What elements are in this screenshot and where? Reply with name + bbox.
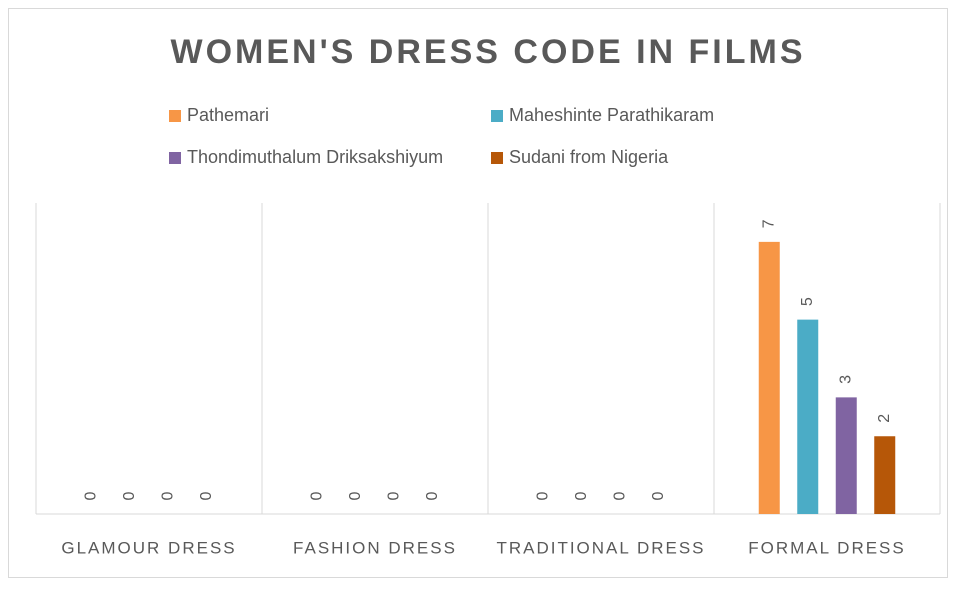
legend-label: Thondimuthalum Driksakshiyum xyxy=(187,147,443,167)
legend-label: Maheshinte Parathikaram xyxy=(509,105,714,125)
legend-label: Pathemari xyxy=(187,105,269,125)
bar xyxy=(874,436,896,514)
legend-swatch xyxy=(491,152,503,164)
data-label: 2 xyxy=(876,414,893,423)
chart-title: WOMEN'S DRESS CODE IN FILMS xyxy=(171,33,806,71)
bar xyxy=(835,397,857,514)
legend-label: Sudani from Nigeria xyxy=(509,147,669,167)
bar xyxy=(797,319,819,514)
data-label: 0 xyxy=(308,491,325,500)
x-tick-label: TRADITIONAL DRESS xyxy=(496,538,705,557)
data-label: 7 xyxy=(760,219,777,228)
data-label: 0 xyxy=(611,491,628,500)
data-label: 3 xyxy=(837,375,854,384)
data-label: 0 xyxy=(159,491,176,500)
data-label: 5 xyxy=(799,297,816,306)
data-label: 0 xyxy=(347,491,364,500)
legend-swatch xyxy=(169,152,181,164)
data-label: 0 xyxy=(198,491,215,500)
chart-border xyxy=(8,8,948,578)
x-tick-label: FORMAL DRESS xyxy=(748,538,906,557)
x-tick-label: GLAMOUR DRESS xyxy=(61,538,236,557)
data-label: 0 xyxy=(121,491,138,500)
data-label: 0 xyxy=(82,491,99,500)
data-label: 0 xyxy=(650,491,667,500)
legend-swatch xyxy=(491,110,503,122)
bar xyxy=(758,241,780,514)
data-label: 0 xyxy=(385,491,402,500)
data-label: 0 xyxy=(534,491,551,500)
legend-swatch xyxy=(169,110,181,122)
data-label: 0 xyxy=(573,491,590,500)
data-label: 0 xyxy=(424,491,441,500)
x-tick-label: FASHION DRESS xyxy=(293,538,457,557)
